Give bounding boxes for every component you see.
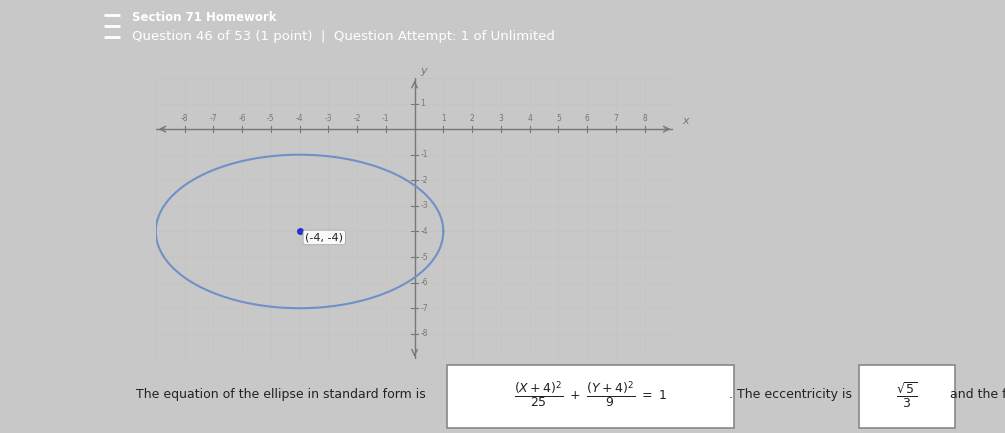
Text: Question 46 of 53 (1 point)  |  Question Attempt: 1 of Unlimited: Question 46 of 53 (1 point) | Question A… (132, 30, 555, 43)
Text: 4: 4 (528, 114, 532, 123)
Text: 3: 3 (498, 114, 504, 123)
Text: x: x (682, 116, 688, 126)
Text: -5: -5 (267, 114, 274, 123)
Text: (-4, -4): (-4, -4) (306, 233, 344, 242)
Text: Section 71 Homework: Section 71 Homework (132, 11, 276, 24)
Text: -4: -4 (295, 114, 304, 123)
Text: -7: -7 (209, 114, 217, 123)
Text: -3: -3 (325, 114, 332, 123)
Text: $\dfrac{(X+4)^2}{25}\ +\ \dfrac{(Y+4)^2}{9}\ =\ 1$: $\dfrac{(X+4)^2}{25}\ +\ \dfrac{(Y+4)^2}… (514, 379, 667, 410)
Text: 1: 1 (441, 114, 445, 123)
Text: . The eccentricity is: . The eccentricity is (729, 388, 851, 401)
Text: -7: -7 (420, 304, 428, 313)
Text: 5: 5 (556, 114, 561, 123)
FancyBboxPatch shape (447, 365, 734, 428)
Text: 6: 6 (585, 114, 590, 123)
Text: The equation of the ellipse in standard form is: The equation of the ellipse in standard … (136, 388, 425, 401)
Text: y: y (420, 66, 427, 76)
Text: -4: -4 (420, 227, 428, 236)
Text: -3: -3 (420, 201, 428, 210)
Text: -6: -6 (238, 114, 246, 123)
Text: -2: -2 (354, 114, 361, 123)
Text: 1: 1 (420, 99, 425, 108)
Text: -1: -1 (420, 150, 428, 159)
Text: -6: -6 (420, 278, 428, 287)
Text: 7: 7 (613, 114, 618, 123)
Text: -5: -5 (420, 252, 428, 262)
Text: 2: 2 (469, 114, 474, 123)
Text: 8: 8 (642, 114, 647, 123)
Text: -1: -1 (382, 114, 390, 123)
Text: and the foci: and the foci (950, 388, 1005, 401)
Text: $\dfrac{\sqrt{5}}{3}$: $\dfrac{\sqrt{5}}{3}$ (896, 380, 918, 410)
Text: -8: -8 (181, 114, 188, 123)
FancyBboxPatch shape (859, 365, 955, 428)
Text: -2: -2 (420, 176, 428, 185)
Text: -8: -8 (420, 330, 428, 338)
